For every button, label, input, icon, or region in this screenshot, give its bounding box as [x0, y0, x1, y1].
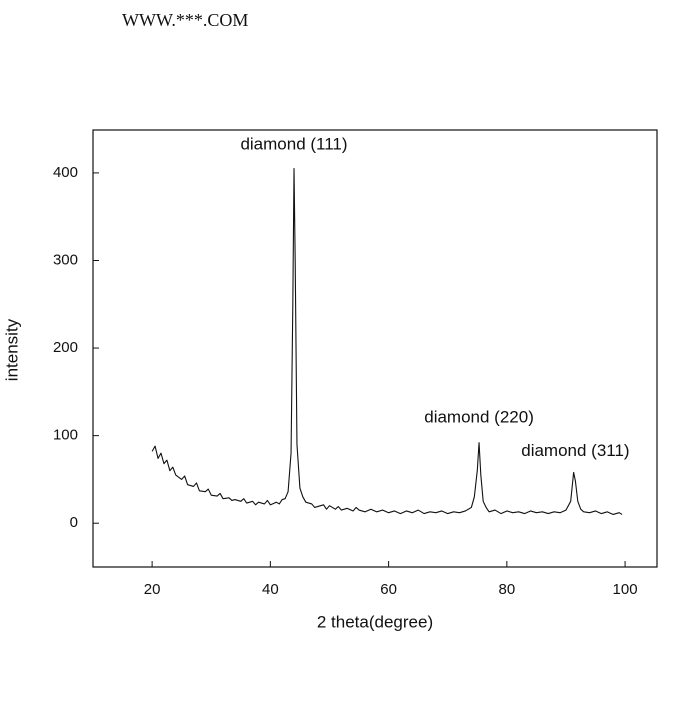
y-tick-label: 100 [53, 427, 78, 444]
y-axis-label: intensity [2, 318, 21, 381]
plot-frame [92, 129, 658, 568]
x-tick-label: 40 [262, 581, 279, 598]
y-tick-label: 400 [53, 164, 78, 181]
annotation: diamond (111) [240, 134, 347, 153]
y-tick-label: 300 [53, 251, 78, 268]
x-tick-label: 80 [498, 581, 515, 598]
x-tick-label: 20 [144, 581, 161, 598]
data-line [151, 167, 623, 515]
annotation: diamond (220) [424, 408, 534, 427]
y-tick-label: 200 [53, 339, 78, 356]
header-title: WWW.***.COM [122, 10, 248, 30]
y-tick-label: 0 [70, 514, 78, 531]
x-tick-label: 60 [380, 581, 397, 598]
annotation: diamond (311) [521, 441, 629, 460]
x-axis-label: 2 theta(degree) [317, 612, 433, 631]
x-tick-label: 100 [613, 581, 638, 598]
